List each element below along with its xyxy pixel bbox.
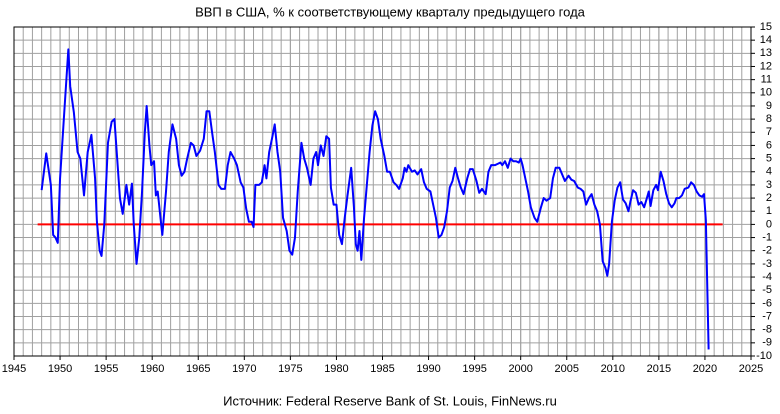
x-tick-label: 1995	[462, 363, 486, 375]
y-tick-label: 13	[760, 47, 772, 59]
x-tick-label: 1990	[416, 363, 440, 375]
y-tick-label: -1	[762, 231, 772, 243]
y-tick-label: -7	[762, 310, 772, 322]
y-tick-label: -2	[762, 245, 772, 257]
y-tick-label: 12	[760, 60, 772, 72]
x-tick-label: 2010	[601, 363, 625, 375]
y-tick-label: 2	[766, 192, 772, 204]
x-tick-label: 1965	[186, 363, 210, 375]
y-tick-label: 4	[766, 166, 772, 178]
x-tick-label: 1975	[278, 363, 302, 375]
data-line	[40, 48, 710, 350]
y-tick-label: -4	[762, 271, 772, 283]
y-tick-label: -8	[762, 324, 772, 336]
x-tick-label: 1955	[94, 363, 118, 375]
y-tick-label: 3	[766, 179, 772, 191]
y-tick-label: 0	[766, 218, 772, 230]
x-tick-label: 2025	[739, 363, 763, 375]
x-tick-label: 1985	[370, 363, 394, 375]
y-tick-label: -5	[762, 284, 772, 296]
x-tick-label: 2015	[647, 363, 671, 375]
x-tick-label: 2000	[508, 363, 532, 375]
chart-title: ВВП в США, % к соответствующему кварталу…	[195, 4, 586, 19]
y-tick-label: 5	[766, 153, 772, 165]
x-tick-label: 1950	[48, 363, 72, 375]
y-tick-label: -3	[762, 258, 772, 270]
x-tick-label: 1960	[140, 363, 164, 375]
y-tick-label: 14	[760, 34, 772, 46]
x-tick-label: 2020	[693, 363, 717, 375]
x-tick-label: 1980	[324, 363, 348, 375]
y-tick-label: 8	[766, 113, 772, 125]
y-tick-label: 15	[760, 21, 772, 33]
plot-border	[13, 26, 752, 357]
y-tick-label: 1	[766, 205, 772, 217]
source-note: Источник: Federal Reserve Bank of St. Lo…	[223, 393, 557, 408]
y-tick-label: -10	[756, 350, 772, 362]
y-tick-label: 7	[766, 126, 772, 138]
x-tick-label: 1970	[232, 363, 256, 375]
y-tick-label: 6	[766, 139, 772, 151]
x-tick-label: 1945	[2, 363, 26, 375]
y-tick-label: 10	[760, 87, 772, 99]
y-tick-label: 9	[766, 100, 772, 112]
y-tick-label: 11	[761, 74, 772, 86]
y-tick-label: -9	[762, 337, 772, 349]
y-tick-label: -6	[762, 297, 772, 309]
x-tick-label: 2005	[555, 363, 579, 375]
